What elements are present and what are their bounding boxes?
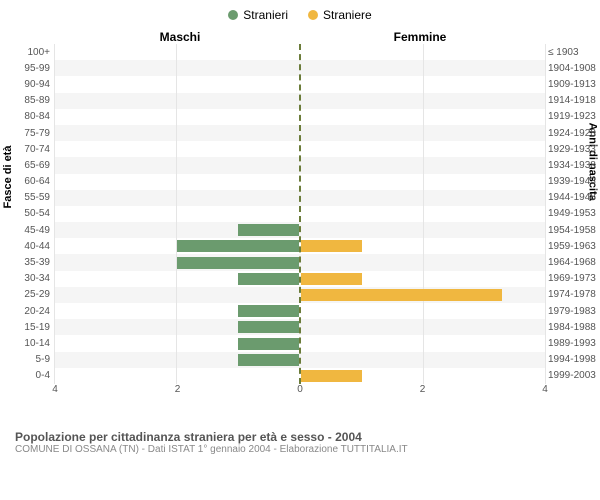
age-label: 5-9 xyxy=(5,354,50,365)
chart-title: Popolazione per cittadinanza straniera p… xyxy=(15,430,585,444)
birth-label: 1979-1983 xyxy=(548,306,600,317)
x-tick: 4 xyxy=(542,384,548,395)
legend: Stranieri Straniere xyxy=(0,0,600,30)
birth-label: 1949-1953 xyxy=(548,208,600,219)
legend-item-male: Stranieri xyxy=(228,8,288,22)
x-axis-left: 024 xyxy=(55,384,300,404)
birth-label: 1934-1938 xyxy=(548,160,600,171)
age-label: 20-24 xyxy=(5,306,50,317)
age-label: 65-69 xyxy=(5,160,50,171)
chart: Fasce di età Anni di nascita 100+≤ 19039… xyxy=(0,44,600,424)
birth-label: 1939-1943 xyxy=(548,176,600,187)
birth-label: 1909-1913 xyxy=(548,79,600,90)
age-label: 80-84 xyxy=(5,111,50,122)
age-label: 35-39 xyxy=(5,257,50,268)
age-label: 90-94 xyxy=(5,79,50,90)
birth-label: 1959-1963 xyxy=(548,241,600,252)
column-headers: Maschi Femmine xyxy=(0,30,600,44)
legend-label-female: Straniere xyxy=(323,8,372,22)
birth-label: 1944-1948 xyxy=(548,192,600,203)
x-axis-right: 24 xyxy=(300,384,545,404)
age-label: 15-19 xyxy=(5,322,50,333)
birth-label: 1919-1923 xyxy=(548,111,600,122)
header-males: Maschi xyxy=(60,30,300,44)
male-dot xyxy=(228,10,238,20)
header-females: Femmine xyxy=(300,30,540,44)
birth-label: 1914-1918 xyxy=(548,95,600,106)
age-label: 55-59 xyxy=(5,192,50,203)
footer: Popolazione per cittadinanza straniera p… xyxy=(0,424,600,461)
birth-label: 1904-1908 xyxy=(548,63,600,74)
chart-area: 100+≤ 190395-991904-190890-941909-191385… xyxy=(55,44,545,384)
age-label: 0-4 xyxy=(5,370,50,381)
legend-label-male: Stranieri xyxy=(243,8,288,22)
age-label: 100+ xyxy=(5,47,50,58)
age-label: 45-49 xyxy=(5,225,50,236)
age-label: 95-99 xyxy=(5,63,50,74)
age-label: 75-79 xyxy=(5,128,50,139)
rows-labels: 100+≤ 190395-991904-190890-941909-191385… xyxy=(55,44,545,384)
age-label: 10-14 xyxy=(5,338,50,349)
age-label: 40-44 xyxy=(5,241,50,252)
birth-label: 1984-1988 xyxy=(548,322,600,333)
x-axis: 024 24 xyxy=(55,384,545,404)
birth-label: 1989-1993 xyxy=(548,338,600,349)
birth-label: ≤ 1903 xyxy=(548,47,600,58)
birth-label: 1994-1998 xyxy=(548,354,600,365)
legend-item-female: Straniere xyxy=(308,8,372,22)
age-label: 50-54 xyxy=(5,208,50,219)
female-dot xyxy=(308,10,318,20)
x-tick: 2 xyxy=(420,384,426,395)
birth-label: 1964-1968 xyxy=(548,257,600,268)
age-label: 70-74 xyxy=(5,144,50,155)
birth-label: 1954-1958 xyxy=(548,225,600,236)
birth-label: 1999-2003 xyxy=(548,370,600,381)
age-label: 85-89 xyxy=(5,95,50,106)
birth-label: 1969-1973 xyxy=(548,273,600,284)
x-tick: 4 xyxy=(52,384,58,395)
x-tick: 2 xyxy=(175,384,181,395)
age-label: 60-64 xyxy=(5,176,50,187)
chart-source: COMUNE DI OSSANA (TN) - Dati ISTAT 1° ge… xyxy=(15,444,585,455)
birth-label: 1924-1928 xyxy=(548,128,600,139)
age-label: 30-34 xyxy=(5,273,50,284)
birth-label: 1974-1978 xyxy=(548,289,600,300)
age-label: 25-29 xyxy=(5,289,50,300)
birth-label: 1929-1933 xyxy=(548,144,600,155)
